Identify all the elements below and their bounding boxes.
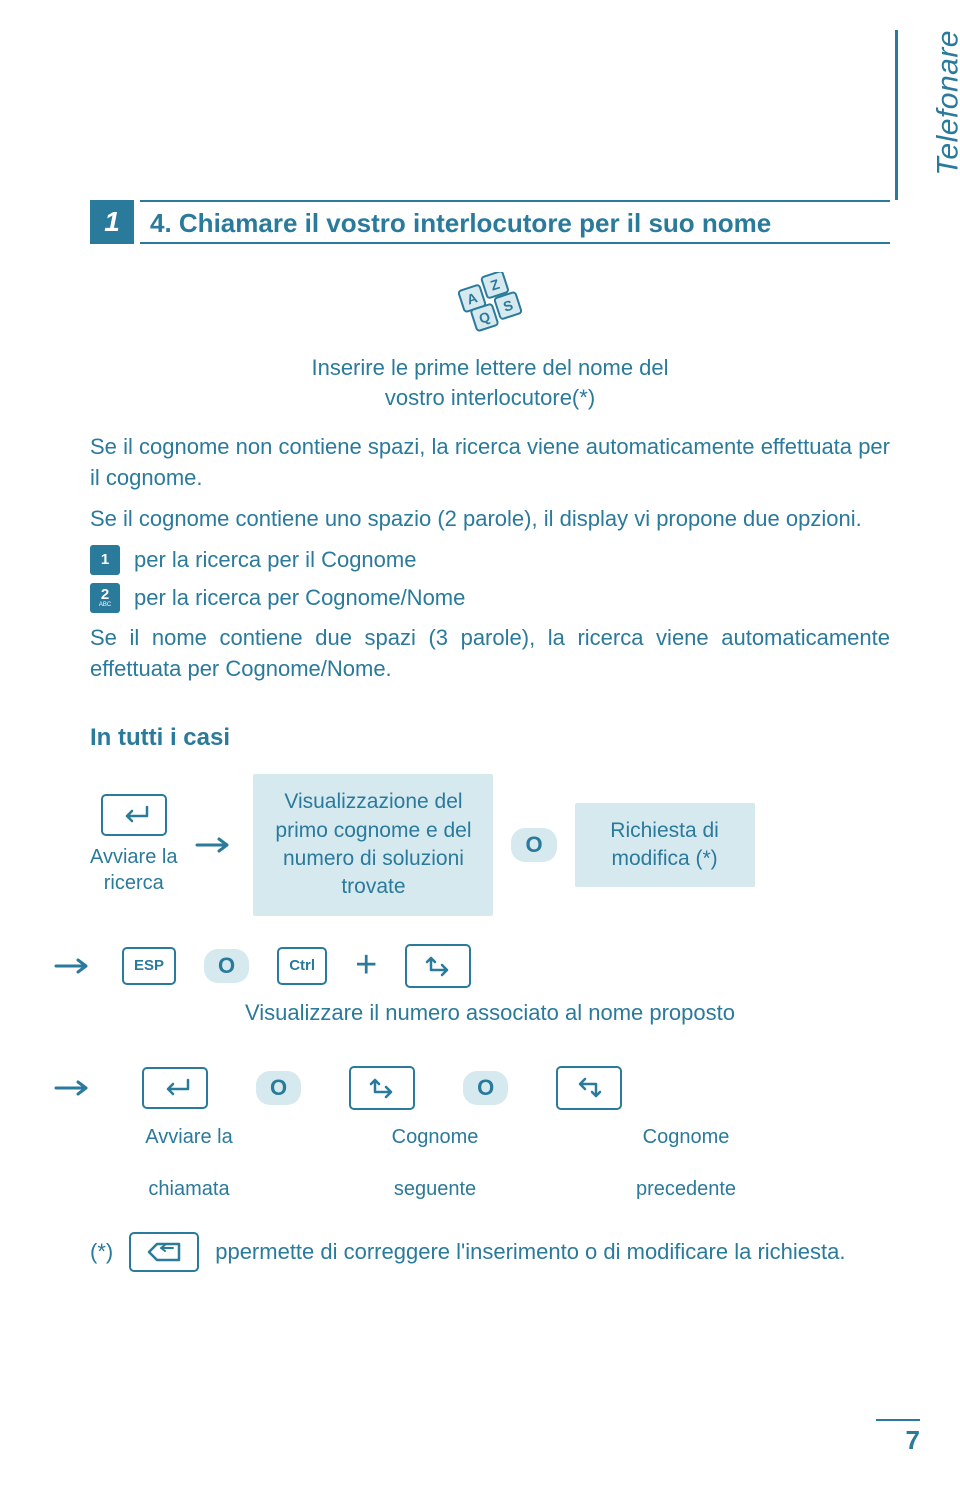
or-badge: O [511, 828, 556, 862]
insert-line1: Inserire le prime lettere del nome del [311, 355, 668, 380]
section-title: 4. Chiamare il vostro interlocutore per … [150, 208, 771, 239]
flow-row-2: ESP O Ctrl + [54, 944, 890, 988]
insert-line2: vostro interlocutore(*) [385, 385, 595, 410]
key-1-icon: 1 [90, 545, 120, 575]
section-header: 1 4. Chiamare il vostro interlocutore pe… [90, 200, 890, 244]
plus-icon: + [355, 944, 377, 987]
flow-row-1: Avviare laricerca Visualizzazione del pr… [90, 774, 890, 915]
enter-key-icon [142, 1067, 208, 1109]
side-tab-label: Telefonare [932, 30, 960, 176]
flow-row-3-keys: O O [54, 1066, 890, 1110]
footnote-text: ppermette di correggere l'inserimento o … [215, 1239, 845, 1265]
key-2-icon: 2ABC [90, 583, 120, 613]
up-left-key-icon [556, 1066, 622, 1110]
flow-row-3-labels: Avviare lachiamata Cognomeseguente Cogno… [134, 1124, 890, 1202]
footnote-marker: (*) [90, 1239, 113, 1265]
or-badge: O [204, 949, 249, 983]
subheading: In tutti i casi [90, 724, 890, 752]
or-badge: O [256, 1071, 301, 1105]
paragraph-1: Se il cognome non contiene spazi, la ric… [90, 432, 890, 494]
paragraph-3: Se il nome contiene due spazi (3 parole)… [90, 623, 890, 685]
esp-key: ESP [122, 947, 176, 985]
keypad-icon: A Z Q S [90, 272, 890, 337]
side-tab-accent-line [895, 30, 898, 200]
show-number-text: Visualizzare il numero associato al nome… [90, 1000, 890, 1026]
start-call-label: Avviare lachiamata [134, 1124, 244, 1202]
page-content: 1 4. Chiamare il vostro interlocutore pe… [90, 200, 890, 1272]
next-surname-label: Cognomeseguente [380, 1124, 490, 1202]
option-1-row: 1 per la ricerca per il Cognome [90, 545, 890, 575]
insert-instruction: Inserire le prime lettere del nome del v… [90, 353, 890, 412]
section-title-wrap: 4. Chiamare il vostro interlocutore per … [140, 200, 890, 244]
chapter-number-box: 1 [90, 200, 134, 244]
backspace-key-icon [129, 1232, 199, 1272]
down-right-key-icon [349, 1066, 415, 1110]
arrow-icon [195, 836, 235, 854]
modify-request-box: Richiesta di modifica (*) [575, 803, 755, 888]
display-result-box: Visualizzazione del primo cognome e del … [253, 774, 493, 915]
arrow-icon [54, 957, 94, 975]
page-number: 7 [876, 1419, 920, 1456]
ctrl-key: Ctrl [277, 947, 327, 985]
prev-surname-label: Cognomeprecedente [626, 1124, 746, 1202]
option-1-text: per la ricerca per il Cognome [134, 547, 416, 573]
option-2-text: per la ricerca per Cognome/Nome [134, 585, 465, 611]
step-start-search: Avviare laricerca [90, 794, 177, 896]
footnote: (*) ppermette di correggere l'inseriment… [90, 1232, 890, 1272]
paragraph-2: Se il cognome contiene uno spazio (2 par… [90, 504, 890, 535]
enter-key-icon [101, 794, 167, 836]
option-2-row: 2ABC per la ricerca per Cognome/Nome [90, 583, 890, 613]
down-right-key-icon [405, 944, 471, 988]
or-badge: O [463, 1071, 508, 1105]
arrow-icon [54, 1079, 94, 1097]
